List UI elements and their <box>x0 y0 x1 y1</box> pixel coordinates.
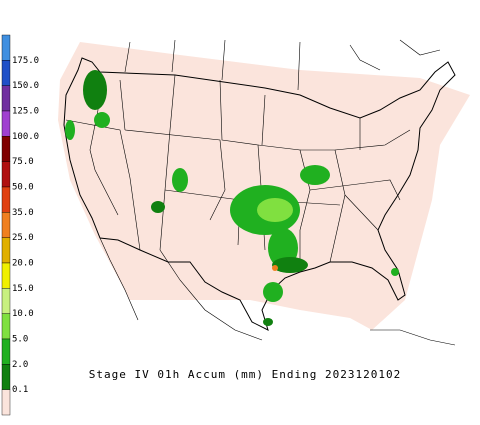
legend-swatch <box>1 338 11 365</box>
legend-label: 100.0 <box>12 132 39 142</box>
legend-label: 50.0 <box>12 183 34 193</box>
legend-swatch <box>1 313 11 340</box>
legend-swatch <box>1 288 11 314</box>
legend-swatch <box>1 212 11 238</box>
legend-swatch <box>1 364 11 390</box>
legend-swatch <box>1 60 11 86</box>
legend-swatch <box>1 161 11 188</box>
legend-label: 25.0 <box>12 233 34 243</box>
state-lines <box>65 71 411 272</box>
legend-swatch <box>1 262 11 289</box>
legend-label: 5.0 <box>12 335 28 345</box>
legend-label: 150.0 <box>12 81 39 91</box>
neighbor-lines <box>99 39 456 346</box>
legend-label: 15.0 <box>12 284 34 294</box>
legend-label: 20.0 <box>12 259 34 269</box>
legend-label: 10.0 <box>12 309 34 319</box>
color-legend: 175.0 150.0 125.0 100.0 75.0 50.0 35.0 25.0 20.0… <box>1 34 39 416</box>
legend-label: 0.1 <box>12 385 28 395</box>
legend-swatch <box>1 110 11 137</box>
legend-label: 75.0 <box>12 157 34 167</box>
legend-label: 125.0 <box>12 107 39 117</box>
precipitation <box>65 70 399 326</box>
legend-label: 35.0 <box>12 208 34 218</box>
legend-swatch <box>1 237 11 264</box>
legend-label: 175.0 <box>12 56 39 66</box>
legend-label: 2.0 <box>12 360 28 370</box>
legend-swatch <box>1 389 11 416</box>
legend-swatch <box>1 186 11 213</box>
legend-swatch <box>1 136 11 162</box>
legend-swatch <box>1 85 11 112</box>
country-outline <box>63 57 456 331</box>
map-title: Stage IV 01h Accum (mm) Ending 202312010… <box>89 368 402 381</box>
legend-swatch <box>1 34 11 61</box>
